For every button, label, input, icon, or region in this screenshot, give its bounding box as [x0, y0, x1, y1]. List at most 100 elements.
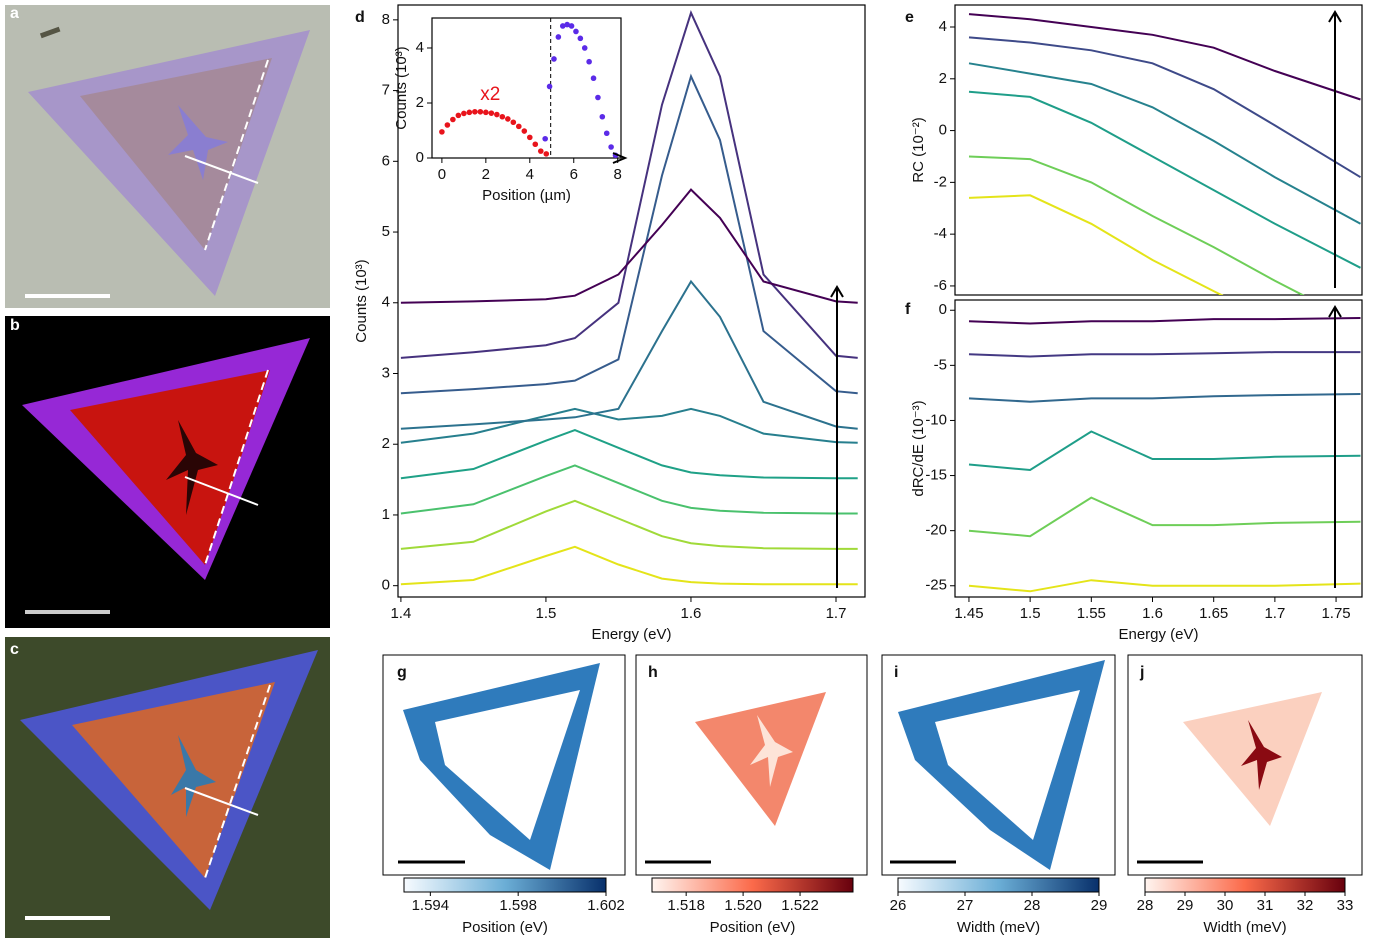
data-point [538, 148, 544, 154]
y-tick-label: 2 [382, 435, 390, 452]
colorbar [652, 878, 853, 892]
y-tick-label: 6 [382, 152, 390, 169]
data-point [472, 109, 478, 115]
data-point [556, 34, 562, 40]
data-point [578, 36, 584, 42]
y-tick-label: -15 [925, 467, 947, 484]
panel-label: g [397, 664, 407, 681]
panel-label: e [905, 9, 914, 26]
plot-frame [955, 5, 1362, 295]
x-tick-label: 1.65 [1199, 605, 1228, 622]
colorbar-tick-label: 31 [1257, 897, 1274, 914]
x-tick-label: 0 [438, 166, 446, 183]
y-tick-label: -20 [925, 522, 947, 539]
y-tick-label: -4 [934, 225, 947, 242]
y-tick-label: 5 [382, 223, 390, 240]
data-point [542, 136, 548, 142]
y-tick-label: 4 [939, 18, 947, 35]
panel-label: j [1139, 664, 1144, 681]
x-tick-label: 1.6 [1142, 605, 1163, 622]
colorbar-tick-label: 30 [1217, 897, 1234, 914]
y-tick-label: 4 [382, 294, 390, 311]
panel-label: i [894, 664, 898, 681]
colorbar-tick-label: 1.594 [412, 897, 450, 914]
x-tick-label: 1.45 [954, 605, 983, 622]
colorbar-tick-label: 28 [1024, 897, 1041, 914]
colorbar-tick-label: 29 [1091, 897, 1108, 914]
image-a: a [5, 5, 330, 308]
x-tick-label: 8 [614, 166, 622, 183]
x-tick-label: 1.7 [826, 605, 847, 622]
y-tick-label: 8 [382, 11, 390, 28]
image-b: b [5, 316, 330, 628]
y-axis-label: dRC/dE (10⁻³) [910, 400, 927, 496]
panel-label: h [648, 664, 658, 681]
data-point [489, 110, 495, 116]
colorbar-tick-label: 1.520 [724, 897, 762, 914]
y-tick-label: 3 [382, 364, 390, 381]
data-point [600, 114, 606, 120]
data-point [591, 75, 597, 81]
data-point [478, 109, 484, 115]
colorbar [404, 878, 606, 892]
x-tick-label: 1.6 [681, 605, 702, 622]
data-point [500, 114, 506, 120]
data-point [547, 84, 553, 90]
x-tick-label: 6 [570, 166, 578, 183]
maps [383, 655, 1362, 875]
colorbar-tick-label: 1.598 [499, 897, 537, 914]
data-point [604, 130, 610, 136]
data-point [543, 151, 549, 157]
data-point [505, 116, 511, 122]
x-axis-label: Energy (eV) [591, 626, 671, 643]
plot-frame [955, 300, 1362, 597]
colorbar-tick-label: 28 [1137, 897, 1154, 914]
y-tick-label: 0 [939, 122, 947, 139]
x-tick-label: 2 [482, 166, 490, 183]
annotation: x2 [480, 84, 500, 105]
panel-label: b [10, 317, 20, 334]
figure: a b c 1.41.51.61.7012345678Energy (eV)Co… [0, 0, 1378, 944]
data-point [595, 95, 601, 101]
y-tick-label: -2 [934, 173, 947, 190]
colorbar-tick-label: 1.602 [587, 897, 625, 914]
y-axis-label: Counts (10³) [393, 46, 410, 129]
y-tick-label: -25 [925, 577, 947, 594]
data-point [522, 128, 528, 134]
colorbar [898, 878, 1099, 892]
colorbar-tick-label: 29 [1177, 897, 1194, 914]
x-axis-label: Energy (eV) [1118, 626, 1198, 643]
y-tick-label: 4 [416, 39, 424, 56]
colorbar-tick-label: 32 [1297, 897, 1314, 914]
panel-label: d [355, 9, 365, 26]
y-tick-label: -10 [925, 411, 947, 428]
data-point [511, 119, 517, 125]
y-axis-label: RC (10⁻²) [910, 117, 927, 182]
x-tick-label: 1.5 [1020, 605, 1041, 622]
colorbar-label: Width (meV) [1203, 919, 1286, 936]
data-point [516, 124, 522, 130]
panel-label: f [905, 301, 911, 318]
x-axis-label: Position (µm) [482, 187, 571, 204]
colorbar-tick-label: 33 [1337, 897, 1354, 914]
y-tick-label: 1 [382, 506, 390, 523]
y-tick-label: 2 [939, 70, 947, 87]
y-tick-label: -5 [934, 356, 947, 373]
data-point [532, 141, 538, 147]
colorbar [1145, 878, 1345, 892]
data-point [494, 112, 500, 118]
data-point [582, 45, 588, 51]
x-tick-label: 4 [526, 166, 534, 183]
colorbar-tick-label: 1.518 [667, 897, 705, 914]
data-point [483, 110, 489, 116]
x-tick-label: 1.75 [1321, 605, 1350, 622]
x-tick-label: 1.7 [1264, 605, 1285, 622]
data-point [586, 59, 592, 65]
image-c: c [5, 637, 330, 938]
y-tick-label: 0 [939, 301, 947, 318]
data-point [569, 23, 575, 29]
y-tick-label: 0 [382, 577, 390, 594]
y-tick-label: 2 [416, 94, 424, 111]
data-point [450, 117, 456, 123]
panel-label: c [10, 641, 19, 658]
